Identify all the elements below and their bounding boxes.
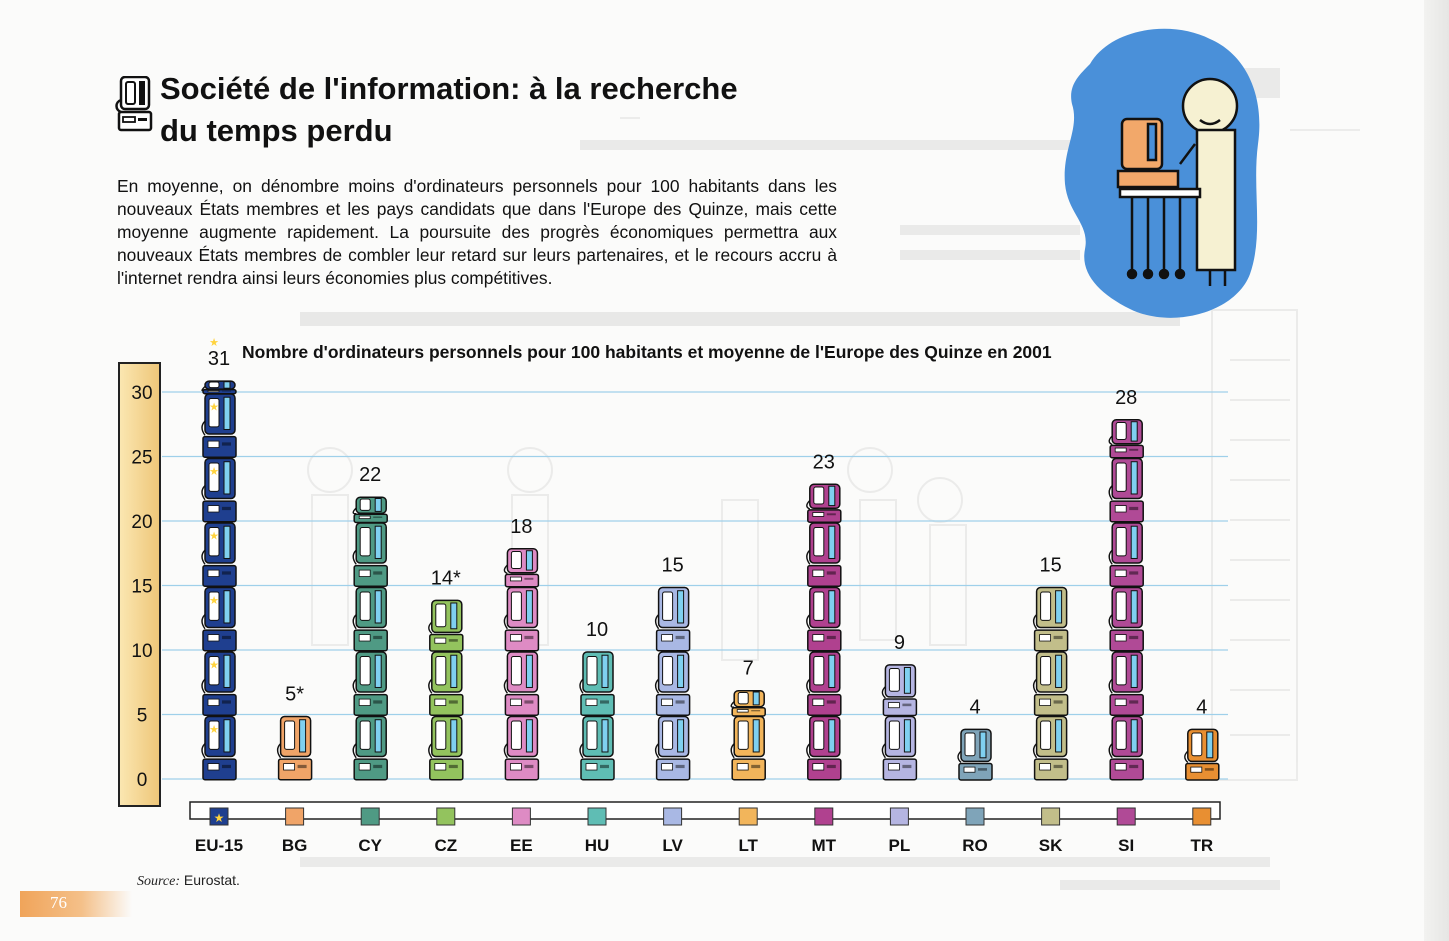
value-label-cz: 14* bbox=[431, 567, 461, 589]
y-tick-20: 20 bbox=[131, 512, 152, 533]
eu-stars-icon: ★ bbox=[214, 811, 225, 825]
category-label-pl: PL bbox=[889, 836, 911, 855]
bar-tr bbox=[1184, 728, 1220, 781]
x-axis-bar bbox=[189, 801, 1221, 820]
swatch-cy bbox=[360, 807, 380, 826]
swatch-sk bbox=[1041, 807, 1061, 826]
swatch-hu bbox=[587, 807, 607, 826]
value-label-hu: 10 bbox=[586, 619, 608, 641]
bar-ee bbox=[503, 548, 540, 781]
student-at-computer-illustration bbox=[1064, 28, 1260, 318]
eu-stars-icon: ★ bbox=[209, 336, 219, 349]
source-note: Source: Eurostat. bbox=[137, 872, 240, 890]
y-tick-15: 15 bbox=[131, 577, 152, 598]
category-label-mt: MT bbox=[812, 836, 837, 855]
eu-stars-icon: ★ bbox=[209, 530, 219, 543]
category-labels: EU-15 BG CY CZ EE HU LV LT MT PL RO SK SI TR bbox=[195, 836, 1213, 855]
eu-stars-icon: ★ bbox=[209, 659, 219, 672]
eu-stars-icon: ★ bbox=[209, 594, 219, 607]
value-label-lv: 15 bbox=[661, 555, 683, 577]
value-label-tr: 4 bbox=[1196, 696, 1207, 718]
gridlines bbox=[162, 391, 1228, 780]
swatch-ee bbox=[511, 807, 531, 826]
bar-cy bbox=[352, 496, 388, 781]
bar-sk bbox=[1032, 586, 1069, 781]
page-number-tab: 76 bbox=[20, 891, 132, 917]
value-label-lt: 7 bbox=[743, 658, 754, 680]
value-label-ee: 18 bbox=[510, 516, 532, 538]
value-label-si: 28 bbox=[1115, 387, 1137, 409]
category-label-sk: SK bbox=[1039, 836, 1063, 855]
category-label-lv: LV bbox=[662, 836, 683, 855]
category-label-hu: HU bbox=[585, 836, 610, 855]
swatch-lt bbox=[738, 807, 758, 826]
value-label-mt: 23 bbox=[813, 451, 835, 473]
source-label: Source: bbox=[137, 874, 181, 889]
value-label-ro: 4 bbox=[969, 696, 980, 718]
category-label-si: SI bbox=[1118, 836, 1134, 855]
value-label-cy: 22 bbox=[359, 464, 381, 486]
category-label-tr: TR bbox=[1190, 836, 1213, 855]
chart-title: Nombre d'ordinateurs personnels pour 100… bbox=[242, 342, 1052, 362]
bar-bg bbox=[276, 715, 313, 781]
swatch-ro bbox=[965, 807, 985, 826]
swatch-mt bbox=[814, 807, 834, 826]
y-axis-scale-bar bbox=[118, 362, 161, 807]
category-label-cz: CZ bbox=[434, 836, 457, 855]
category-label-bg: BG bbox=[282, 836, 308, 855]
category-label-cy: CY bbox=[358, 836, 382, 855]
computer-icon bbox=[115, 76, 153, 132]
y-tick-5: 5 bbox=[137, 706, 148, 727]
value-label-eu-15: 31 bbox=[208, 348, 230, 370]
bar-cz bbox=[428, 599, 464, 781]
swatch-eu-15 bbox=[209, 807, 229, 826]
page-number: 76 bbox=[50, 893, 67, 912]
category-label-ee: EE bbox=[510, 836, 533, 855]
bar-ro bbox=[957, 728, 993, 781]
page-edge bbox=[1424, 0, 1449, 941]
value-label-bg: 5* bbox=[285, 684, 304, 706]
y-tick-0: 0 bbox=[137, 770, 148, 791]
swatch-pl bbox=[889, 807, 909, 826]
page-title: Société de l'information: à la recherche… bbox=[160, 71, 738, 148]
swatch-bg bbox=[285, 807, 305, 826]
category-swatches: ★ bbox=[209, 807, 1212, 826]
category-label-ro: RO bbox=[962, 836, 988, 855]
bar-si bbox=[1108, 419, 1144, 781]
y-tick-10: 10 bbox=[131, 641, 152, 662]
bar-eu-15: ★ ★ ★ ★ ★ ★ ★ bbox=[201, 336, 237, 781]
swatch-cz bbox=[436, 807, 456, 826]
eu-stars-icon: ★ bbox=[209, 723, 219, 736]
bar-hu bbox=[579, 651, 615, 781]
category-label-lt: LT bbox=[738, 836, 758, 855]
bar-lt bbox=[730, 689, 766, 781]
bar-pl bbox=[881, 664, 918, 781]
y-tick-25: 25 bbox=[131, 448, 152, 469]
swatch-tr bbox=[1192, 807, 1212, 826]
value-label-pl: 9 bbox=[894, 632, 905, 654]
source-text: Eurostat. bbox=[183, 872, 240, 888]
value-labels: 31 5* 22 14* 18 10 15 7 23 9 4 15 28 4 bbox=[208, 348, 1207, 718]
swatch-si bbox=[1116, 807, 1136, 826]
swatch-lv bbox=[663, 807, 683, 826]
bar-stacks: ★ ★ ★ ★ ★ ★ ★ bbox=[201, 336, 1220, 781]
eu-stars-icon: ★ bbox=[209, 401, 219, 414]
y-tick-labels: 0 5 10 15 20 25 30 bbox=[131, 383, 152, 791]
bar-mt bbox=[806, 483, 842, 781]
bar-lv bbox=[654, 586, 691, 781]
intro-paragraph: En moyenne, on dénombre moins d'ordinate… bbox=[117, 176, 837, 288]
category-label-eu-15: EU-15 bbox=[195, 836, 243, 855]
value-label-sk: 15 bbox=[1039, 555, 1061, 577]
eu-stars-icon: ★ bbox=[209, 465, 219, 478]
y-tick-30: 30 bbox=[131, 383, 152, 404]
